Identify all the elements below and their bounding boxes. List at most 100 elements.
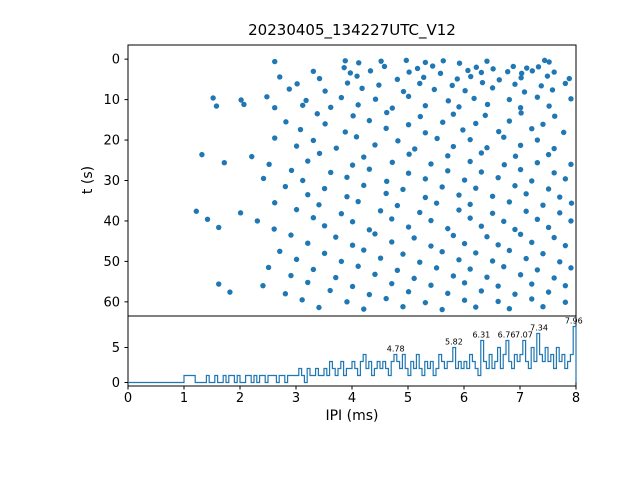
scatter-point (473, 304, 479, 310)
scatter-point (316, 150, 323, 157)
scatter-point (473, 120, 479, 127)
peak-annotation: 7.34 (530, 324, 548, 333)
scatter-point (293, 143, 300, 149)
scatter-point (428, 282, 434, 288)
x-tick-label: 8 (572, 391, 580, 406)
scatter-point (562, 80, 569, 87)
scatter-point (372, 142, 378, 148)
scatter-point (461, 297, 468, 303)
scatter-point (333, 274, 339, 281)
scatter-point (545, 151, 552, 158)
scatter-point (366, 117, 373, 124)
scatter-point (534, 137, 541, 143)
scatter-point (437, 70, 444, 77)
scatter-point (305, 191, 311, 198)
scatter-point (473, 185, 479, 191)
scatter-point (314, 111, 320, 117)
scatter-point (478, 169, 485, 175)
scatter-point (344, 299, 350, 305)
scatter-point (412, 146, 418, 152)
scatter-point (440, 119, 446, 125)
scatter-point (496, 128, 502, 135)
scatter-point (272, 58, 278, 65)
scatter-point (495, 242, 501, 248)
histogram-step-line (128, 325, 577, 384)
scatter-point (288, 167, 295, 174)
scatter-point (510, 63, 516, 70)
scatter-point (389, 159, 396, 165)
scatter-point (293, 256, 300, 263)
scatter-point (445, 98, 452, 104)
scatter-point (422, 102, 429, 109)
scatter-point (216, 281, 222, 287)
scatter-point (394, 76, 401, 83)
scatter-point (342, 129, 348, 135)
scatter-point (342, 58, 348, 64)
scatter-point (538, 83, 544, 89)
scatter-point (495, 174, 501, 181)
scatter-point (361, 154, 367, 160)
scatter-point (540, 202, 546, 208)
scatter-point (467, 215, 473, 221)
scatter-point (540, 121, 546, 127)
scatter-point (529, 178, 535, 184)
scatter-point (461, 177, 468, 183)
scatter-point (366, 291, 373, 298)
scatter-point (517, 166, 524, 173)
scatter-point (506, 96, 513, 103)
scatter-point (272, 135, 278, 141)
scatter-point (221, 160, 228, 166)
scatter-point (433, 265, 440, 271)
scatter-point (383, 125, 389, 132)
scatter-point (327, 287, 333, 294)
y-tick-label: 0 (112, 53, 120, 68)
scatter-point (333, 234, 339, 240)
y-tick-label: 60 (103, 295, 120, 310)
x-axis-label: IPI (ms) (325, 408, 379, 424)
scatter-point (193, 208, 200, 214)
scatter-point (381, 63, 388, 70)
scatter-point (213, 103, 220, 109)
scatter-point (277, 248, 283, 254)
x-tick-label: 6 (460, 391, 468, 406)
x-tick-label: 7 (516, 391, 524, 406)
scatter-point (422, 299, 429, 306)
scatter-point (422, 194, 429, 201)
scatter-point (266, 161, 272, 168)
scatter-point (501, 162, 508, 168)
scatter-point (506, 306, 513, 312)
scatter-point (429, 63, 436, 69)
scatter-point (405, 289, 412, 295)
scatter-point (517, 142, 524, 149)
scatter-point (216, 224, 222, 231)
scatter-point (310, 266, 317, 273)
scatter-point (450, 232, 457, 239)
scatter-point (461, 240, 468, 247)
scatter-point (417, 80, 423, 87)
scatter-point (377, 255, 384, 261)
scatter-point (467, 201, 473, 208)
scatter-point (456, 60, 463, 66)
scatter-point (377, 208, 384, 214)
scatter-point (517, 231, 524, 237)
scatter-point (501, 263, 507, 270)
scatter-point (512, 291, 518, 297)
scatter-point (414, 65, 421, 72)
scatter-point (467, 158, 473, 165)
scatter-point (512, 153, 519, 159)
scatter-point (400, 186, 406, 193)
scatter-point (495, 283, 501, 289)
scatter-point (395, 138, 401, 144)
y-tick-label: 30 (103, 174, 120, 189)
scatter-point (484, 58, 490, 64)
scatter-point (468, 73, 474, 80)
scatter-point (518, 110, 524, 116)
scatter-point (384, 109, 390, 116)
scatter-point (428, 243, 434, 249)
scatter-point (288, 232, 294, 238)
scatter-point (490, 66, 496, 72)
scatter-point (417, 113, 424, 120)
scatter-point (210, 95, 216, 101)
